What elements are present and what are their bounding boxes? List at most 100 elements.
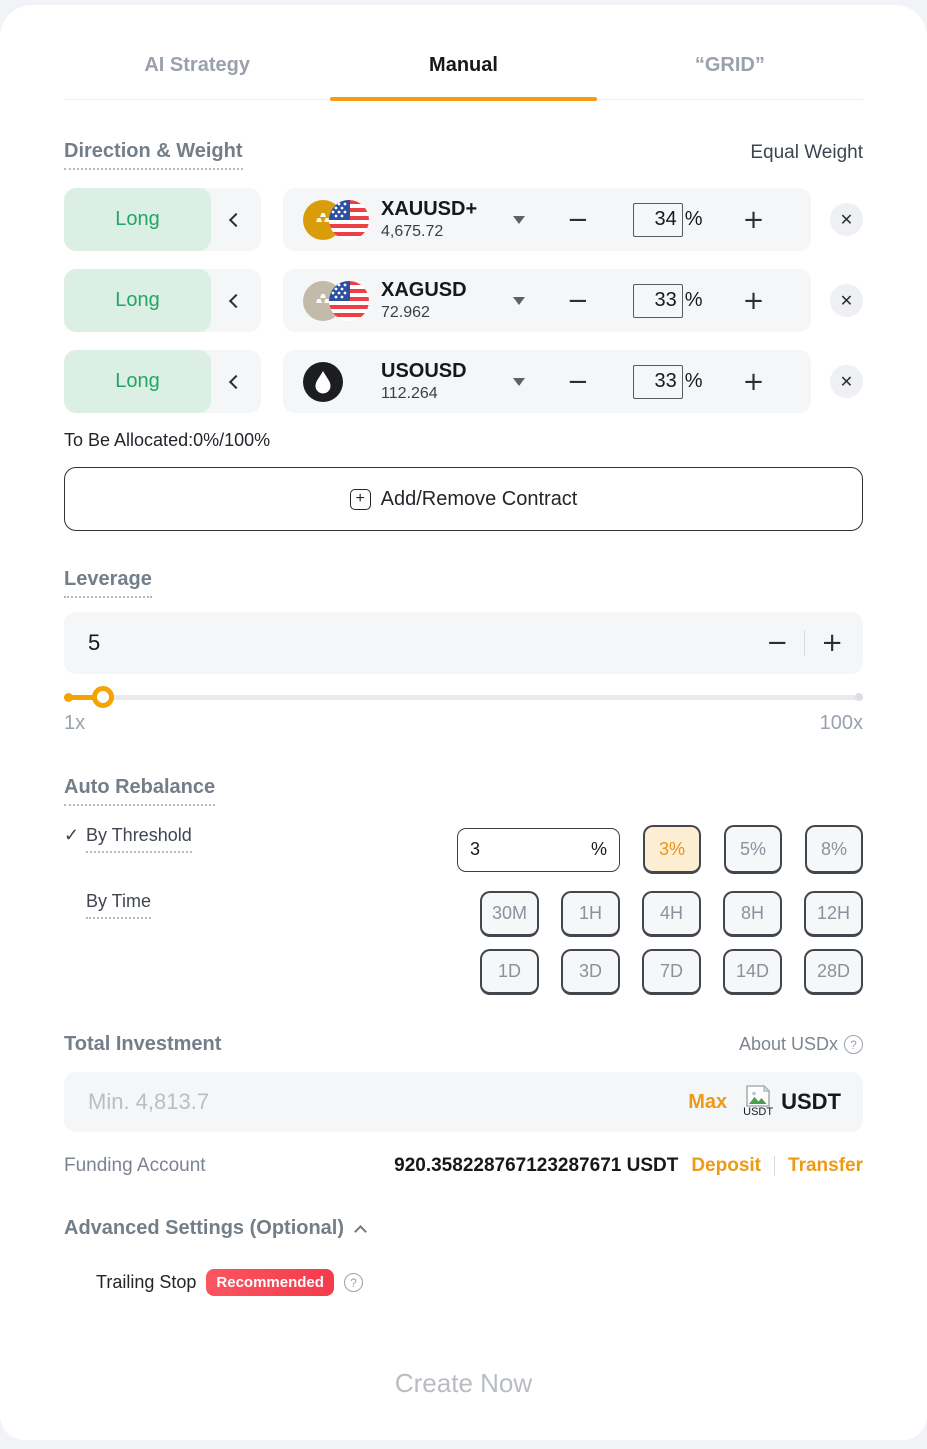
tab-bar: AI Strategy Manual “GRID” [64, 40, 863, 101]
direction-long-label: Long [64, 269, 211, 332]
question-circle-icon[interactable]: ? [844, 1035, 863, 1054]
chevron-down-icon[interactable] [513, 296, 525, 305]
contract-price: 112.264 [381, 385, 438, 402]
contract-symbol: XAGUSD [381, 279, 467, 301]
close-icon: ✕ [839, 373, 854, 391]
threshold-percent-sign: % [590, 839, 607, 859]
direction-selector[interactable]: Long [64, 350, 261, 413]
time-option-14d[interactable]: 14D [723, 949, 782, 995]
slider-end-dot [855, 693, 863, 701]
threshold-option-3pct[interactable]: 3% [643, 825, 701, 874]
threshold-option-5pct[interactable]: 5% [724, 825, 782, 874]
max-button[interactable]: Max [688, 1090, 728, 1113]
threshold-input[interactable] [470, 839, 570, 860]
investment-amount-input[interactable] [88, 1089, 689, 1115]
to-be-allocated-text: To Be Allocated:0%/100% [64, 430, 271, 450]
time-option-8h[interactable]: 8H [723, 891, 782, 937]
time-option-3d[interactable]: 3D [561, 949, 620, 995]
leverage-title: Leverage [64, 568, 152, 598]
time-option-4h[interactable]: 4H [642, 891, 701, 937]
leverage-slider[interactable] [64, 686, 863, 708]
currency-label: USDT [781, 1089, 841, 1114]
leverage-input[interactable] [88, 630, 288, 656]
direction-selector[interactable]: Long [64, 269, 261, 332]
contract-selector[interactable]: XAGUSD 72.962 − % + [283, 269, 811, 332]
tab-ai-strategy[interactable]: AI Strategy [144, 54, 250, 76]
contract-selector[interactable]: USOUSD 112.264 − % + [283, 350, 811, 413]
add-remove-contract-label: Add/Remove Contract [380, 487, 578, 510]
usdt-icon-alt-text: USDT [743, 1106, 774, 1118]
contract-row: Long USOUSD 112.264 − % + ✕ [64, 350, 863, 413]
advanced-settings-title: Advanced Settings (Optional) [64, 1217, 345, 1239]
chevron-up-icon[interactable] [354, 1224, 367, 1238]
threshold-input-wrap: % [457, 827, 620, 872]
about-usdx-label: About USDx [738, 1034, 838, 1054]
trailing-stop-label: Trailing Stop [96, 1272, 197, 1292]
by-time-option[interactable]: By Time [86, 891, 152, 919]
chevron-down-icon[interactable] [513, 377, 525, 386]
direction-selector[interactable]: Long [64, 188, 261, 251]
weight-increase-button[interactable]: + [742, 366, 765, 397]
close-icon: ✕ [839, 211, 854, 229]
threshold-option-8pct[interactable]: 8% [805, 825, 863, 874]
by-threshold-option[interactable]: By Threshold [86, 825, 192, 853]
transfer-link[interactable]: Transfer [788, 1155, 863, 1176]
about-usdx-link[interactable]: About USDx ? [739, 1034, 863, 1055]
weight-input[interactable] [632, 283, 683, 318]
percent-sign: % [684, 370, 703, 392]
investment-input-wrap: Max USDT USDT [64, 1072, 863, 1132]
time-option-30m[interactable]: 30M [480, 891, 539, 937]
time-option-12h[interactable]: 12H [804, 891, 863, 937]
leverage-stepper: − + [64, 612, 863, 674]
weight-input[interactable] [632, 364, 683, 399]
chevron-left-icon[interactable] [211, 212, 261, 227]
strategy-create-panel: AI Strategy Manual “GRID” Direction & We… [0, 5, 927, 1440]
weight-input[interactable] [632, 202, 683, 237]
equal-weight-toggle[interactable]: Equal Weight [750, 142, 863, 163]
gold-us-flag-icon [303, 199, 369, 240]
slider-track[interactable] [64, 694, 863, 700]
contract-selector[interactable]: XAUUSD+ 4,675.72 − % + [283, 188, 811, 251]
contract-row: Long XAGUSD 72.962 − % + ✕ [64, 269, 863, 332]
direction-long-label: Long [64, 350, 211, 413]
oil-drop-icon [303, 361, 369, 402]
percent-sign: % [684, 208, 703, 230]
time-option-1h[interactable]: 1H [561, 891, 620, 937]
time-option-28d[interactable]: 28D [804, 949, 863, 995]
tab-manual[interactable]: Manual [330, 40, 597, 101]
funding-balance: 920.358228767123287671 USDT [394, 1155, 679, 1176]
check-icon: ✓ [64, 825, 80, 845]
slider-fill [64, 694, 104, 700]
remove-contract-button[interactable]: ✕ [830, 203, 863, 236]
weight-increase-button[interactable]: + [742, 285, 765, 316]
leverage-decrease-button[interactable]: − [766, 628, 789, 658]
close-icon: ✕ [839, 292, 854, 310]
time-option-7d[interactable]: 7D [642, 949, 701, 995]
weight-decrease-button[interactable]: − [567, 285, 589, 316]
leverage-max-label: 100x [819, 712, 863, 734]
create-now-button[interactable]: Create Now [394, 1368, 533, 1398]
chevron-left-icon[interactable] [211, 374, 261, 389]
weight-decrease-button[interactable]: − [567, 366, 589, 397]
leverage-increase-button[interactable]: + [821, 628, 843, 658]
slider-handle[interactable] [92, 686, 114, 708]
slider-start-dot [64, 692, 73, 702]
add-remove-contract-button[interactable]: + Add/Remove Contract [64, 467, 863, 531]
remove-contract-button[interactable]: ✕ [830, 284, 863, 317]
chevron-left-icon[interactable] [211, 293, 261, 308]
recommended-badge: Recommended [206, 1269, 334, 1296]
time-option-1d[interactable]: 1D [480, 949, 539, 995]
weight-decrease-button[interactable]: − [567, 204, 589, 235]
contract-price: 4,675.72 [381, 223, 444, 240]
leverage-min-label: 1x [64, 712, 86, 734]
question-circle-icon[interactable]: ? [343, 1273, 363, 1292]
weight-increase-button[interactable]: + [742, 204, 765, 235]
usdt-broken-image-icon: USDT [743, 1085, 773, 1119]
chevron-down-icon[interactable] [513, 215, 525, 224]
deposit-link[interactable]: Deposit [691, 1155, 762, 1176]
tab-grid[interactable]: “GRID” [694, 54, 765, 76]
time-options-grid: 30M 1H 4H 8H 12H 1D 3D 7D 14D 28D [480, 891, 863, 995]
remove-contract-button[interactable]: ✕ [830, 365, 863, 398]
divider [804, 630, 806, 656]
contract-symbol: USOUSD [381, 360, 467, 382]
